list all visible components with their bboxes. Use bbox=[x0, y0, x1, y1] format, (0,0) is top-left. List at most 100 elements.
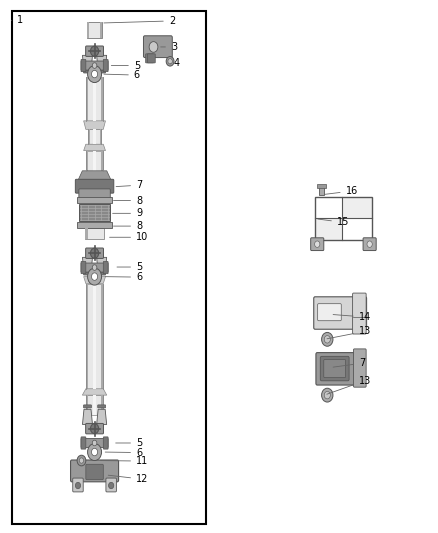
FancyBboxPatch shape bbox=[93, 130, 96, 144]
Circle shape bbox=[92, 265, 97, 270]
FancyBboxPatch shape bbox=[316, 353, 362, 385]
Circle shape bbox=[168, 59, 172, 64]
FancyBboxPatch shape bbox=[84, 272, 92, 275]
Circle shape bbox=[88, 66, 102, 83]
Circle shape bbox=[77, 455, 86, 466]
Polygon shape bbox=[97, 409, 107, 424]
FancyBboxPatch shape bbox=[77, 197, 112, 203]
FancyBboxPatch shape bbox=[86, 464, 103, 480]
FancyBboxPatch shape bbox=[148, 54, 155, 63]
FancyBboxPatch shape bbox=[101, 395, 103, 415]
Text: 9: 9 bbox=[113, 208, 142, 219]
Circle shape bbox=[92, 440, 97, 446]
Circle shape bbox=[91, 424, 99, 434]
Text: 5: 5 bbox=[116, 438, 142, 448]
Circle shape bbox=[79, 458, 84, 463]
FancyBboxPatch shape bbox=[103, 437, 108, 449]
FancyBboxPatch shape bbox=[320, 357, 349, 381]
Text: 1: 1 bbox=[12, 15, 23, 26]
FancyBboxPatch shape bbox=[79, 189, 110, 199]
FancyBboxPatch shape bbox=[324, 360, 346, 377]
FancyBboxPatch shape bbox=[101, 284, 103, 389]
Text: 6: 6 bbox=[105, 272, 142, 282]
Circle shape bbox=[314, 241, 320, 247]
FancyBboxPatch shape bbox=[86, 151, 88, 171]
Circle shape bbox=[92, 273, 98, 280]
Polygon shape bbox=[84, 144, 106, 151]
Text: 6: 6 bbox=[105, 448, 142, 457]
FancyBboxPatch shape bbox=[317, 183, 326, 188]
Text: 5: 5 bbox=[111, 61, 140, 70]
FancyBboxPatch shape bbox=[86, 423, 103, 434]
FancyBboxPatch shape bbox=[99, 130, 101, 144]
Polygon shape bbox=[97, 55, 107, 70]
FancyBboxPatch shape bbox=[79, 204, 110, 221]
Circle shape bbox=[91, 248, 99, 258]
FancyBboxPatch shape bbox=[86, 284, 103, 389]
FancyBboxPatch shape bbox=[71, 460, 119, 482]
FancyBboxPatch shape bbox=[85, 228, 88, 239]
Circle shape bbox=[88, 268, 102, 285]
FancyBboxPatch shape bbox=[77, 222, 112, 228]
Circle shape bbox=[324, 336, 330, 343]
Text: 13: 13 bbox=[327, 326, 371, 339]
Text: 2: 2 bbox=[104, 16, 175, 26]
FancyBboxPatch shape bbox=[98, 70, 106, 73]
FancyBboxPatch shape bbox=[86, 151, 103, 171]
FancyBboxPatch shape bbox=[101, 151, 103, 171]
FancyBboxPatch shape bbox=[100, 22, 102, 38]
Circle shape bbox=[92, 70, 98, 78]
FancyBboxPatch shape bbox=[93, 395, 96, 415]
FancyBboxPatch shape bbox=[81, 439, 108, 448]
Polygon shape bbox=[82, 389, 107, 395]
FancyBboxPatch shape bbox=[81, 437, 86, 449]
Circle shape bbox=[91, 46, 99, 56]
Text: 16: 16 bbox=[325, 186, 358, 196]
FancyBboxPatch shape bbox=[103, 262, 108, 273]
FancyBboxPatch shape bbox=[85, 228, 104, 239]
FancyBboxPatch shape bbox=[314, 297, 367, 329]
FancyBboxPatch shape bbox=[81, 262, 86, 273]
Polygon shape bbox=[82, 55, 92, 70]
FancyBboxPatch shape bbox=[93, 77, 96, 121]
FancyBboxPatch shape bbox=[81, 263, 108, 272]
FancyBboxPatch shape bbox=[86, 395, 103, 415]
Text: 7: 7 bbox=[333, 358, 365, 368]
FancyBboxPatch shape bbox=[98, 405, 106, 408]
FancyBboxPatch shape bbox=[84, 405, 92, 408]
Text: 3: 3 bbox=[161, 42, 177, 52]
FancyBboxPatch shape bbox=[81, 60, 86, 71]
Text: 7: 7 bbox=[116, 180, 142, 190]
FancyBboxPatch shape bbox=[86, 46, 103, 56]
Polygon shape bbox=[82, 409, 92, 424]
Polygon shape bbox=[78, 171, 111, 180]
Text: 15: 15 bbox=[318, 217, 349, 228]
Polygon shape bbox=[97, 257, 107, 272]
Text: 4: 4 bbox=[170, 59, 179, 68]
Circle shape bbox=[75, 482, 81, 489]
FancyBboxPatch shape bbox=[363, 238, 376, 251]
FancyBboxPatch shape bbox=[73, 478, 83, 492]
FancyBboxPatch shape bbox=[98, 272, 106, 275]
Polygon shape bbox=[82, 257, 92, 272]
FancyBboxPatch shape bbox=[106, 478, 117, 492]
Circle shape bbox=[166, 56, 174, 66]
FancyBboxPatch shape bbox=[146, 54, 153, 63]
FancyBboxPatch shape bbox=[75, 179, 114, 193]
Circle shape bbox=[321, 388, 333, 402]
FancyBboxPatch shape bbox=[318, 304, 341, 321]
Text: 14: 14 bbox=[333, 312, 371, 322]
FancyBboxPatch shape bbox=[353, 349, 366, 387]
Polygon shape bbox=[84, 121, 106, 130]
FancyBboxPatch shape bbox=[93, 284, 96, 389]
FancyBboxPatch shape bbox=[101, 77, 103, 121]
Circle shape bbox=[321, 333, 333, 346]
FancyBboxPatch shape bbox=[311, 238, 324, 251]
Text: 5: 5 bbox=[117, 262, 142, 272]
Circle shape bbox=[92, 448, 98, 456]
FancyBboxPatch shape bbox=[103, 60, 108, 71]
Text: 8: 8 bbox=[113, 221, 142, 231]
FancyBboxPatch shape bbox=[86, 284, 88, 389]
FancyBboxPatch shape bbox=[86, 248, 103, 259]
Circle shape bbox=[367, 241, 372, 247]
